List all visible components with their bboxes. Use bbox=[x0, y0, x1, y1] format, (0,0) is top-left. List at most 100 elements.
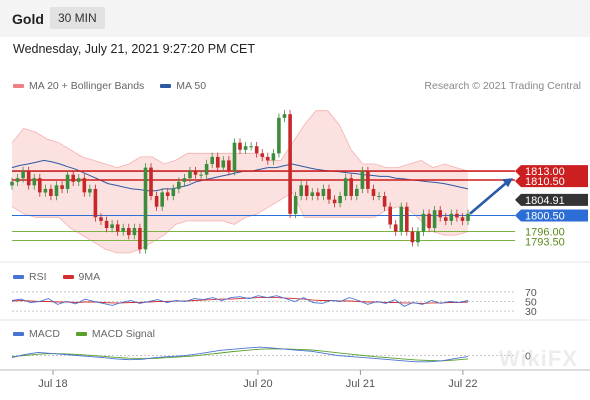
x-tick-label-1: Jul 20 bbox=[243, 378, 272, 390]
candle-body bbox=[371, 188, 376, 196]
rsi-line bbox=[11, 295, 469, 307]
macd-level-label-0: 0 bbox=[525, 351, 531, 363]
ma50-line bbox=[11, 159, 469, 192]
level-tag-label-5: 1793.50 bbox=[525, 237, 565, 249]
candle-body bbox=[299, 185, 303, 196]
legend-swatch-9ma-icon bbox=[62, 275, 74, 279]
candle-body bbox=[26, 171, 31, 186]
candle-body bbox=[121, 228, 125, 232]
candle-body bbox=[104, 220, 109, 228]
candle-body bbox=[138, 228, 142, 250]
candle-body bbox=[410, 231, 415, 243]
legend-macd: MACD bbox=[13, 328, 60, 340]
candle-body bbox=[149, 167, 153, 196]
candle-body bbox=[316, 192, 320, 196]
candle-body bbox=[60, 185, 64, 189]
candle-body bbox=[165, 192, 170, 196]
candle-body bbox=[199, 174, 203, 176]
candle-body bbox=[65, 174, 70, 189]
candle-body bbox=[405, 206, 409, 232]
candle-body bbox=[377, 196, 381, 197]
candle-body bbox=[399, 206, 404, 232]
candle-body bbox=[249, 146, 253, 148]
candle-body bbox=[310, 192, 315, 196]
candle-body bbox=[93, 188, 98, 218]
candle-body bbox=[171, 188, 176, 196]
candle-body bbox=[143, 167, 148, 250]
level-tag-label-4: 1796.00 bbox=[525, 227, 565, 239]
x-tick-label-3: Jul 22 bbox=[448, 378, 477, 390]
candle-body bbox=[43, 188, 48, 193]
candle-body bbox=[366, 171, 370, 189]
bollinger-band-area bbox=[12, 110, 468, 253]
symbol-title: Gold bbox=[12, 11, 44, 27]
candle-body bbox=[460, 217, 465, 221]
timeframe-button[interactable]: 30 MIN bbox=[50, 7, 105, 29]
rsi-level-label-1: 50 bbox=[525, 297, 537, 309]
candle-body bbox=[32, 178, 37, 186]
x-tick-label-0: Jul 18 bbox=[38, 378, 67, 390]
macd-signal-line bbox=[11, 348, 469, 362]
legend-label-9ma: 9MA bbox=[78, 271, 101, 283]
candle-body bbox=[177, 181, 181, 189]
candle-body bbox=[282, 114, 287, 118]
candle-body bbox=[132, 228, 137, 236]
legend-swatch-bollinger-icon bbox=[13, 84, 24, 88]
candle-body bbox=[266, 156, 270, 161]
credit-text: Research © 2021 Trading Central bbox=[424, 80, 581, 92]
level-tag-bg-1 bbox=[515, 175, 588, 188]
candle-body bbox=[321, 188, 326, 196]
rsi-level-label-0: 70 bbox=[525, 287, 537, 299]
candle-body bbox=[127, 228, 131, 236]
legend-label-bollinger: MA 20 + Bollinger Bands bbox=[29, 80, 145, 92]
candle-body bbox=[271, 153, 276, 161]
candle-body bbox=[293, 196, 298, 214]
candle-body bbox=[254, 146, 259, 154]
candle-body bbox=[277, 117, 281, 154]
level-tag-label-3: 1800.50 bbox=[525, 211, 565, 223]
candle-body bbox=[210, 156, 214, 164]
level-tag-label-2: 1804.91 bbox=[525, 195, 565, 207]
candle-body bbox=[355, 188, 359, 196]
candle-body bbox=[338, 196, 342, 204]
candle-body bbox=[15, 178, 20, 182]
candle-body bbox=[360, 171, 365, 189]
candle-body bbox=[388, 206, 392, 225]
candle-body bbox=[238, 142, 242, 150]
candle-body bbox=[88, 188, 92, 193]
candle-body bbox=[99, 217, 103, 221]
candle-body bbox=[393, 224, 398, 232]
chart-datetime: Wednesday, July 21, 2021 9:27:20 PM CET bbox=[13, 42, 256, 56]
candle-body bbox=[182, 178, 187, 182]
candle-body bbox=[227, 160, 231, 172]
candle-body bbox=[221, 160, 226, 168]
legend-label-rsi: RSI bbox=[29, 271, 47, 283]
candle-body bbox=[160, 192, 164, 207]
candle-body bbox=[466, 213, 470, 221]
candle-body bbox=[327, 188, 331, 200]
legend-ma50: MA 50 bbox=[160, 80, 206, 92]
level-tag-bg-0 bbox=[515, 165, 588, 178]
candle-body bbox=[432, 210, 437, 228]
candle-body bbox=[444, 217, 448, 221]
legend-bollinger: MA 20 + Bollinger Bands bbox=[13, 80, 144, 92]
candle-body bbox=[288, 114, 292, 214]
candle-body bbox=[455, 213, 459, 218]
x-tick-label-2: Jul 21 bbox=[346, 378, 375, 390]
candle-body bbox=[38, 178, 42, 193]
candle-body bbox=[115, 224, 120, 232]
candle-body bbox=[21, 171, 25, 179]
candle-body bbox=[427, 213, 431, 228]
candle-body bbox=[421, 213, 426, 232]
candle-body bbox=[154, 196, 159, 207]
legend-swatch-macd-signal-icon bbox=[75, 332, 87, 336]
legend-swatch-macd-icon bbox=[13, 332, 24, 336]
candle-body bbox=[416, 231, 420, 243]
level-tag-bg-3 bbox=[515, 209, 588, 222]
projection-arrow-line bbox=[469, 181, 508, 215]
candle-body bbox=[438, 210, 442, 218]
level-tag-label-1: 1810.50 bbox=[525, 176, 565, 188]
candle-body bbox=[382, 196, 387, 207]
candle-body bbox=[343, 178, 348, 196]
watermark-logo: WikiFX bbox=[498, 346, 578, 371]
